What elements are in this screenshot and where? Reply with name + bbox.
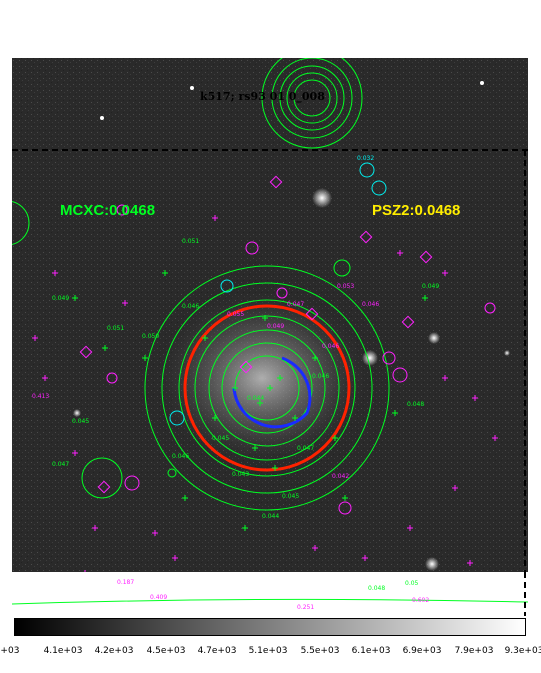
cluster-contours	[144, 265, 390, 511]
top-contours	[261, 58, 363, 149]
red-circle	[183, 304, 351, 472]
redshift-tag: 0.409	[150, 594, 167, 601]
colorbar-tick: 3.9e+03	[0, 646, 20, 656]
redshift-tag: 0.046	[312, 373, 329, 380]
redshift-tag: 0.049	[267, 323, 284, 330]
colorbar-tick: 7.9e+03	[454, 646, 494, 656]
redshift-tag: 0.602	[412, 597, 429, 604]
colorbar-tick: 4.2e+03	[94, 646, 134, 656]
colorbar-tick: 4.7e+03	[197, 646, 237, 656]
redshift-tag: 0.044	[247, 395, 264, 402]
sky-image: 0.049 0.055 0.046 0.047 0.044 0.045 0.04…	[12, 58, 528, 604]
colorbar-tick: 4.5e+03	[146, 646, 186, 656]
contour-edge	[11, 598, 529, 605]
redshift-tag: 0.046	[362, 301, 379, 308]
redshift-tag: 0.047	[287, 301, 304, 308]
redshift-tag: 0.043	[232, 471, 249, 478]
redshift-tag: 0.045	[72, 418, 89, 425]
redshift-tags: 0.049 0.055 0.046 0.047 0.044 0.045 0.04…	[32, 155, 439, 520]
psz2-label: PSZ2:0.0468	[372, 202, 461, 219]
redshift-tag: 0.187	[117, 579, 134, 586]
bright-star	[73, 409, 81, 417]
redshift-tag: 0.049	[52, 295, 69, 302]
colorbar-tick: 6.1e+03	[351, 646, 391, 656]
colorbar	[14, 618, 526, 636]
redshift-tag: 0.053	[337, 283, 354, 290]
redshift-tag: 0.032	[357, 155, 374, 162]
redshift-tag: 0.051	[107, 325, 124, 332]
redshift-tag: 0.049	[422, 283, 439, 290]
colorbar-tick: 4.1e+03	[43, 646, 83, 656]
magenta-markers	[79, 175, 496, 515]
redshift-tag: 0.251	[297, 604, 314, 611]
bright-star	[312, 188, 332, 208]
cyan-markers	[169, 162, 387, 426]
field-title: k517; rs93 01 0_008	[200, 90, 325, 103]
colorbar-tick: 5.5e+03	[300, 646, 340, 656]
faint-star	[480, 81, 484, 85]
redshift-tag: 0.050	[142, 333, 159, 340]
bright-star	[428, 332, 440, 344]
redshift-tag: 0.042	[332, 473, 349, 480]
edge-circle	[12, 201, 30, 245]
bright-star	[425, 557, 439, 571]
blue-arc	[232, 356, 312, 429]
bright-star	[362, 350, 378, 366]
faint-star	[190, 86, 194, 90]
sky-overlay: 0.049 0.055 0.046 0.047 0.044 0.045 0.04…	[12, 58, 528, 604]
redshift-tag: 0.055	[227, 311, 244, 318]
redshift-tag: 0.051	[182, 238, 199, 245]
redshift-tag: 0.045	[212, 435, 229, 442]
colorbar-tick: 6.9e+03	[402, 646, 442, 656]
redshift-tag: 0.046	[182, 303, 199, 310]
colorbar-tick: 5.1e+03	[248, 646, 288, 656]
bright-star	[504, 350, 510, 356]
redshift-tag: 0.05	[405, 580, 419, 587]
green-plus-markers	[72, 270, 428, 531]
redshift-tag: 0.044	[262, 513, 279, 520]
redshift-tag: 0.047	[297, 445, 314, 452]
mcxc-label: MCXC:0.0468	[60, 202, 156, 219]
colorbar-tick: 9.3e+03	[504, 646, 541, 656]
redshift-tag: 0.048	[407, 401, 424, 408]
lower-strip: 0.187 0.409 0.602 0.048 0.05 0.251	[11, 572, 529, 616]
redshift-tag: 0.046	[172, 453, 189, 460]
faint-star	[100, 116, 104, 120]
redshift-tag: 0.047	[52, 461, 69, 468]
green-markers	[81, 259, 351, 499]
lower-overlay: 0.187 0.409 0.602 0.048 0.05 0.251	[11, 572, 529, 616]
redshift-tag: 0.045	[282, 493, 299, 500]
redshift-tag: 0.048	[368, 585, 385, 592]
redshift-tag: 0.413	[32, 393, 49, 400]
redshift-tag: 0.046	[322, 343, 339, 350]
